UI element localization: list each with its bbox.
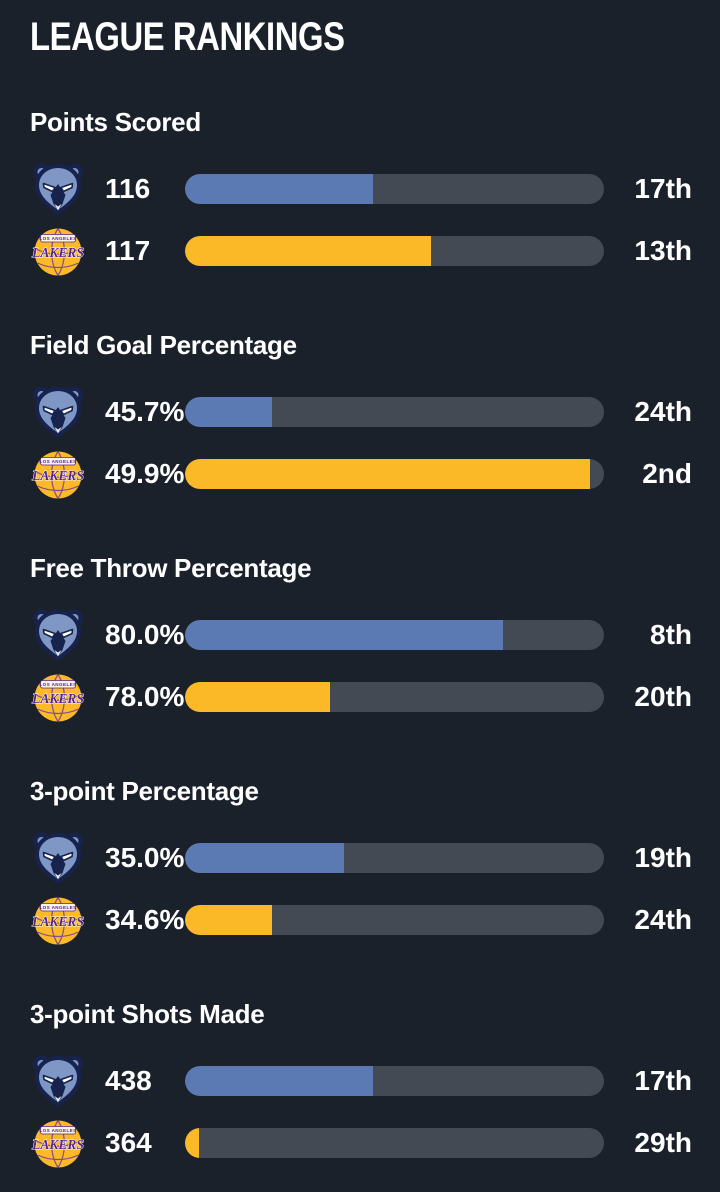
stat-section-title: 3-point Percentage <box>30 776 259 806</box>
stat-value: 49.9% <box>105 458 185 489</box>
team-stat-row: 45.7% 24th <box>30 384 692 440</box>
team-stat-row: 78.0% 20th <box>30 669 692 725</box>
rank-bar <box>185 174 604 204</box>
lakers-logo <box>30 669 86 725</box>
rank-bar <box>185 1066 604 1096</box>
rank-bar-fill <box>185 236 431 266</box>
page-title: LEAGUE RANKINGS <box>30 16 692 58</box>
lakers-logo <box>30 446 86 502</box>
stat-section-title: Points Scored <box>30 107 201 137</box>
stat-value: 364 <box>105 1127 152 1158</box>
rank-bar <box>185 1128 604 1158</box>
rank-label: 13th <box>634 235 692 266</box>
rank-label: 24th <box>634 904 692 935</box>
rank-label: 2nd <box>642 458 692 489</box>
rank-bar <box>185 682 604 712</box>
rank-bar-fill <box>185 1066 373 1096</box>
rank-label: 17th <box>634 1065 692 1096</box>
grizzlies-logo <box>30 1053 86 1109</box>
stat-value: 117 <box>105 235 151 266</box>
stat-section-3-point-shots-made: 3-point Shots Made 438 17th 364 29th <box>30 1000 692 1171</box>
grizzlies-logo <box>30 830 86 886</box>
stat-section-title: 3-point Shots Made <box>30 999 265 1029</box>
rank-bar-fill <box>185 174 373 204</box>
stat-section-field-goal-percentage: Field Goal Percentage 45.7% 24th 49.9% 2… <box>30 331 692 502</box>
rank-label: 19th <box>634 842 692 873</box>
lakers-logo <box>30 223 86 279</box>
rank-bar <box>185 236 604 266</box>
rank-label: 24th <box>634 396 692 427</box>
stat-value: 34.6% <box>105 904 185 935</box>
stat-section-points-scored: Points Scored 116 17th 117 13th <box>30 108 692 279</box>
rank-label: 8th <box>650 619 692 650</box>
rank-bar-fill <box>185 682 330 712</box>
rank-bar <box>185 843 604 873</box>
rank-bar-fill <box>185 843 344 873</box>
rank-bar <box>185 905 604 935</box>
team-stat-row: 438 17th <box>30 1053 692 1109</box>
team-stat-row: 116 17th <box>30 161 692 217</box>
stat-value: 35.0% <box>105 842 185 873</box>
rank-label: 20th <box>634 681 692 712</box>
grizzlies-logo <box>30 607 86 663</box>
rank-bar-fill <box>185 397 272 427</box>
stat-section-3-point-percentage: 3-point Percentage 35.0% 19th 34.6% 24th <box>30 777 692 948</box>
team-stat-row: 364 29th <box>30 1115 692 1171</box>
stat-value: 45.7% <box>105 396 185 427</box>
stat-section-title: Free Throw Percentage <box>30 553 312 583</box>
grizzlies-logo <box>30 384 86 440</box>
stat-value: 116 <box>105 173 151 204</box>
team-stat-row: 80.0% 8th <box>30 607 692 663</box>
team-stat-row: 117 13th <box>30 223 692 279</box>
lakers-logo <box>30 892 86 948</box>
team-stat-row: 34.6% 24th <box>30 892 692 948</box>
rank-bar-fill <box>185 905 272 935</box>
rank-bar <box>185 620 604 650</box>
stat-value: 78.0% <box>105 681 185 712</box>
page-title-text: LEAGUE RANKINGS <box>30 15 345 59</box>
stat-section-free-throw-percentage: Free Throw Percentage 80.0% 8th 78.0% 20… <box>30 554 692 725</box>
stat-value: 438 <box>105 1065 152 1096</box>
grizzlies-logo <box>30 161 86 217</box>
rank-bar <box>185 459 604 489</box>
lakers-logo <box>30 1115 86 1171</box>
rank-label: 29th <box>634 1127 692 1158</box>
rank-bar <box>185 397 604 427</box>
rank-bar-fill <box>185 1128 200 1158</box>
team-stat-row: 49.9% 2nd <box>30 446 692 502</box>
rank-label: 17th <box>634 173 692 204</box>
stat-value: 80.0% <box>105 619 185 650</box>
rank-bar-fill <box>185 459 590 489</box>
stat-section-title: Field Goal Percentage <box>30 330 297 360</box>
rank-bar-fill <box>185 620 504 650</box>
team-stat-row: 35.0% 19th <box>30 830 692 886</box>
